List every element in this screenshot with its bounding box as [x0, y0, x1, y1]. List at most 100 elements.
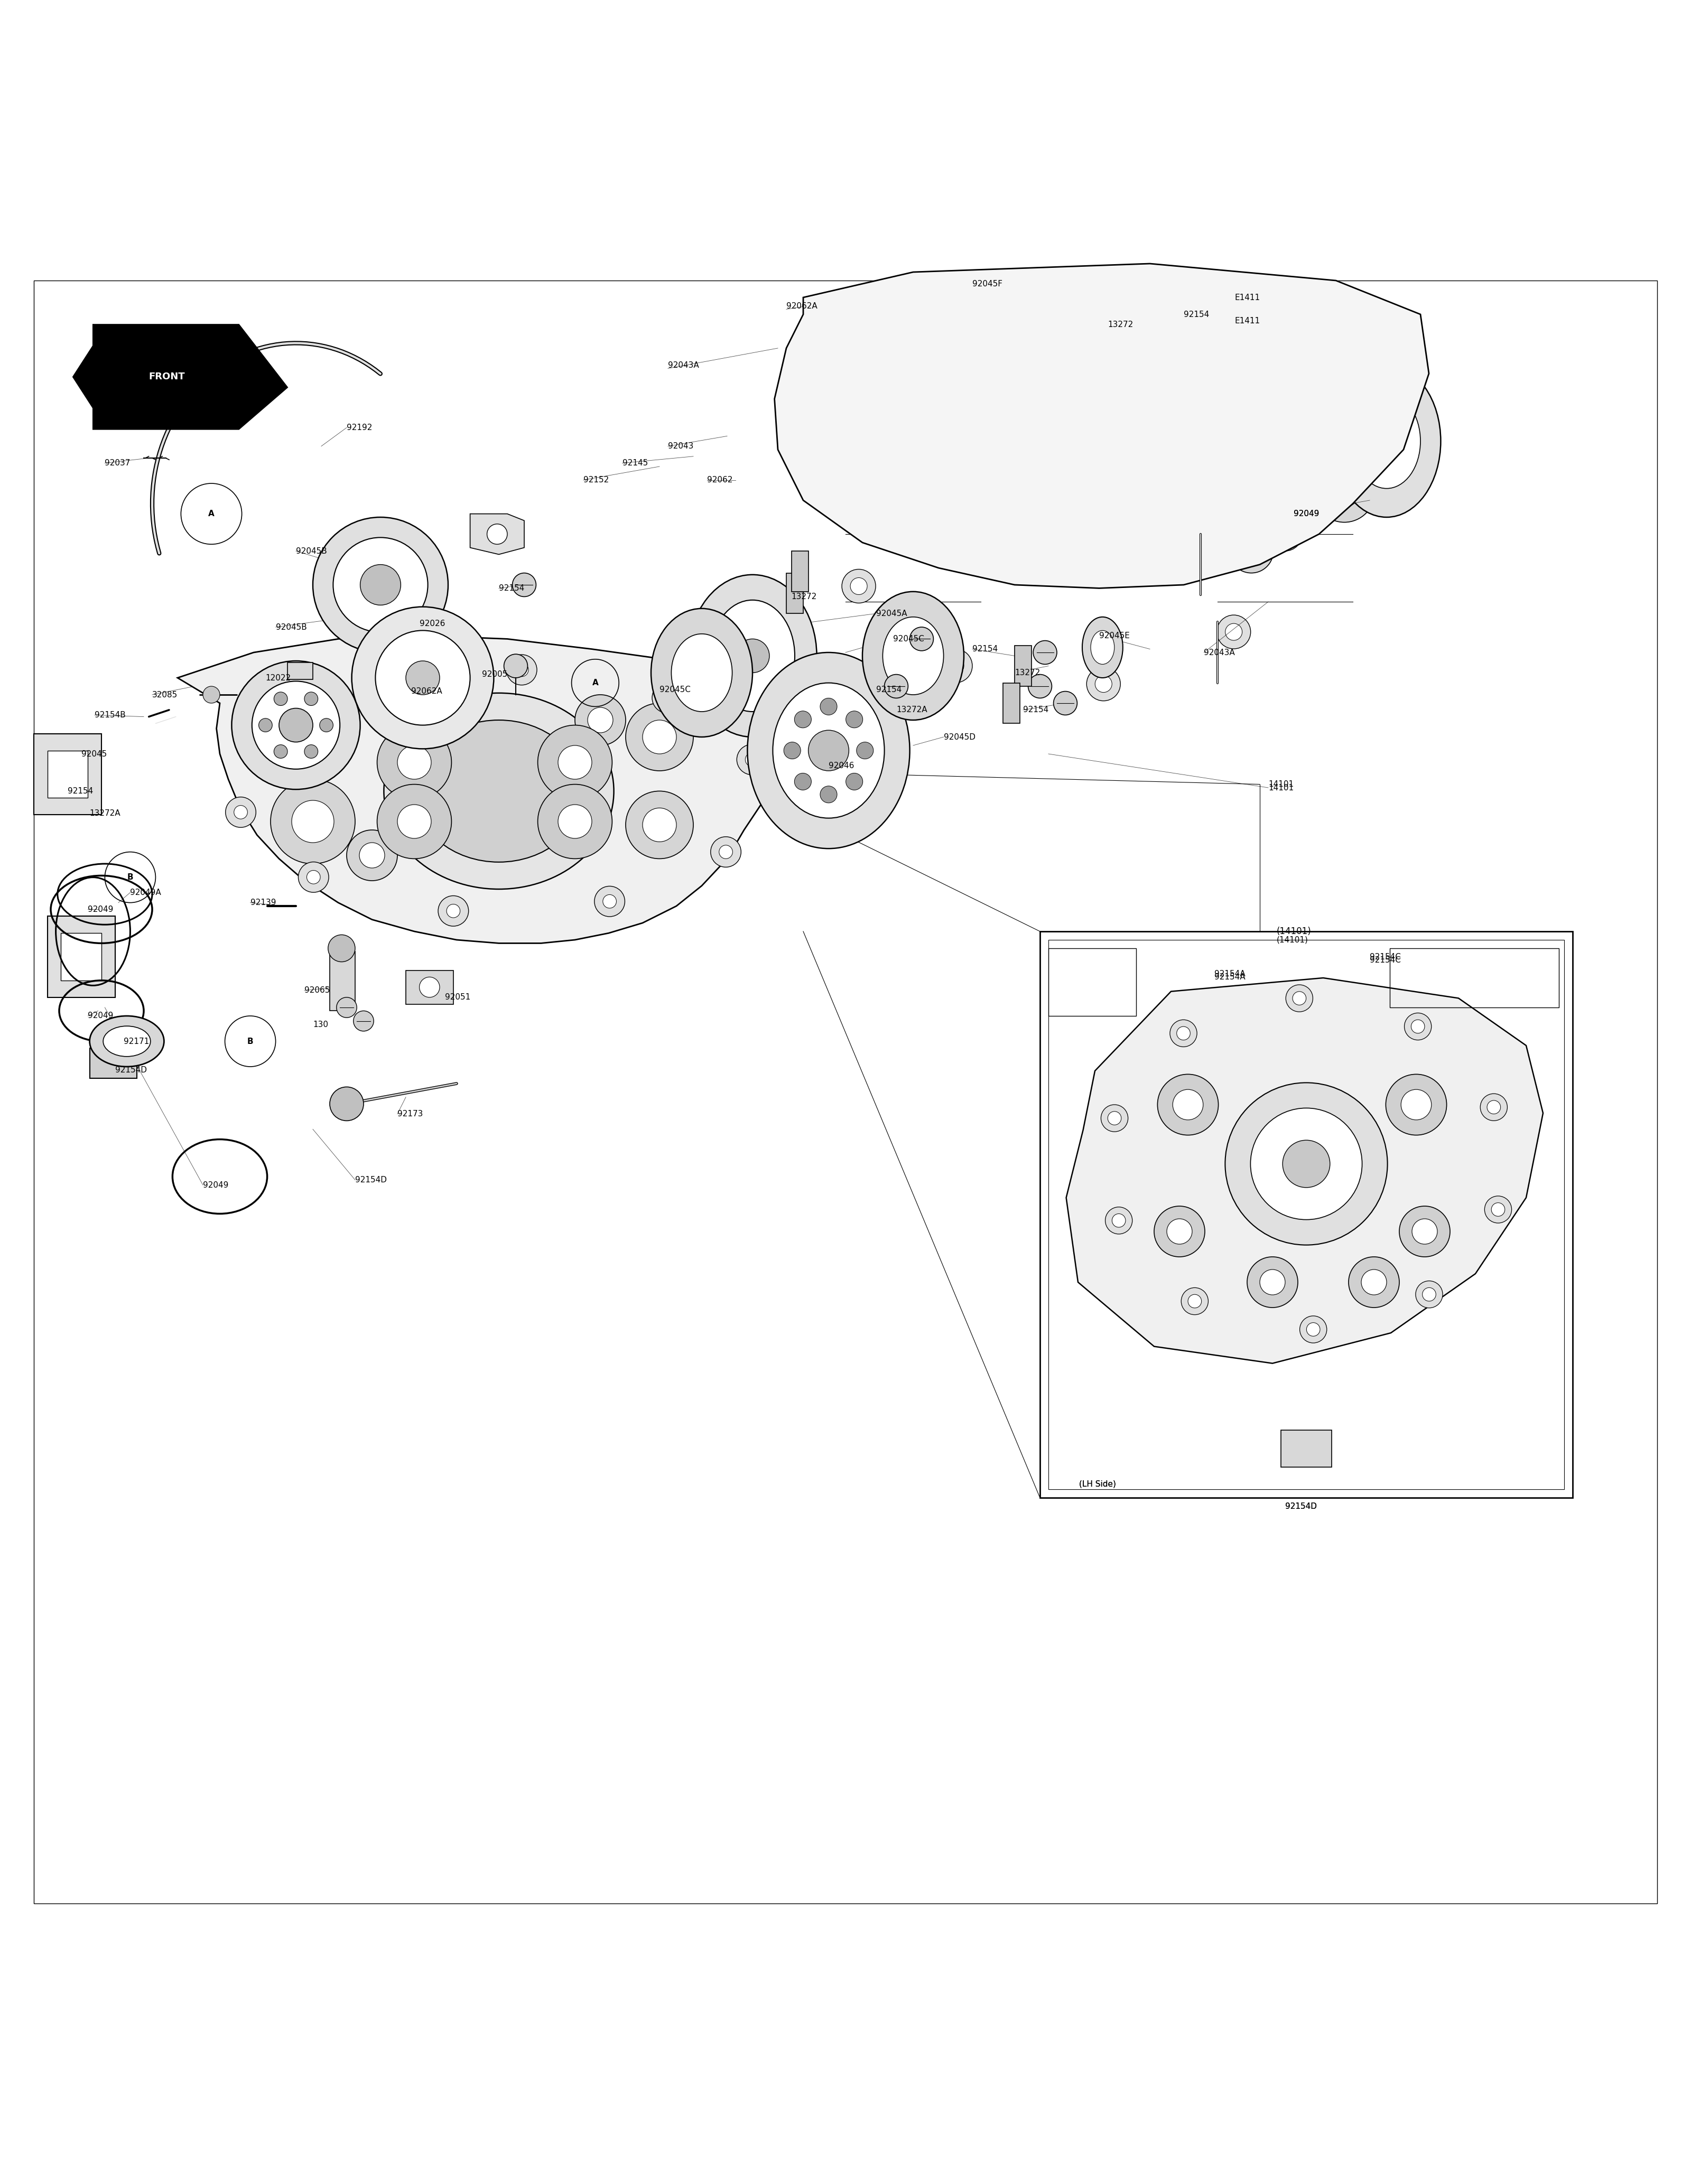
Circle shape	[504, 655, 528, 677]
Text: 92049: 92049	[88, 1011, 113, 1020]
Text: 92026: 92026	[419, 620, 445, 627]
Circle shape	[304, 745, 318, 758]
Polygon shape	[470, 513, 524, 555]
Text: 92005: 92005	[482, 670, 507, 679]
Circle shape	[1422, 1289, 1436, 1302]
Circle shape	[1108, 1112, 1121, 1125]
Circle shape	[1314, 461, 1375, 522]
Text: 92045C: 92045C	[893, 636, 923, 642]
Ellipse shape	[252, 681, 340, 769]
Bar	[1390, 948, 1559, 1007]
Ellipse shape	[1065, 402, 1133, 480]
Polygon shape	[774, 264, 1429, 587]
Text: 130: 130	[313, 1020, 328, 1029]
Circle shape	[1087, 367, 1121, 402]
Circle shape	[274, 692, 287, 705]
Circle shape	[446, 904, 460, 917]
Circle shape	[1113, 1214, 1126, 1227]
Text: 32085: 32085	[152, 690, 178, 699]
Circle shape	[1240, 539, 1261, 561]
Circle shape	[271, 695, 355, 780]
Text: 92049A: 92049A	[130, 889, 161, 895]
Ellipse shape	[862, 592, 964, 721]
Circle shape	[1101, 1105, 1128, 1131]
Text: 92045D: 92045D	[944, 734, 976, 740]
Circle shape	[808, 729, 849, 771]
Text: 92049: 92049	[1294, 509, 1319, 518]
Circle shape	[1410, 1020, 1424, 1033]
Circle shape	[575, 695, 626, 745]
Circle shape	[1361, 1269, 1387, 1295]
Bar	[1048, 939, 1564, 1489]
Text: (LH Side): (LH Side)	[1079, 1481, 1116, 1487]
Circle shape	[512, 572, 536, 596]
Circle shape	[1053, 692, 1077, 714]
Circle shape	[1400, 1090, 1431, 1120]
Circle shape	[1260, 1269, 1285, 1295]
Text: E1411: E1411	[1234, 293, 1260, 301]
Ellipse shape	[414, 721, 583, 863]
Circle shape	[1491, 1203, 1505, 1216]
Text: A: A	[592, 679, 599, 686]
Circle shape	[737, 745, 768, 775]
Bar	[786, 572, 803, 614]
Text: 92152: 92152	[583, 476, 609, 485]
Circle shape	[1153, 1206, 1204, 1256]
Circle shape	[626, 703, 693, 771]
Text: (LH Side): (LH Side)	[1079, 1481, 1116, 1487]
Bar	[61, 933, 101, 981]
Text: 92037: 92037	[105, 459, 130, 467]
Bar	[791, 550, 808, 592]
Text: 92154D: 92154D	[1285, 1503, 1317, 1509]
Circle shape	[406, 662, 440, 695]
Circle shape	[1292, 992, 1305, 1005]
Circle shape	[1314, 384, 1375, 446]
Circle shape	[1172, 1090, 1202, 1120]
Bar	[406, 970, 453, 1005]
Text: 92154: 92154	[1184, 310, 1209, 319]
Text: 92154: 92154	[68, 786, 93, 795]
Bar	[1282, 1431, 1333, 1468]
Circle shape	[397, 745, 431, 780]
Circle shape	[487, 524, 507, 544]
Circle shape	[538, 725, 612, 799]
Circle shape	[937, 524, 959, 546]
Circle shape	[1106, 1208, 1133, 1234]
Bar	[47, 751, 88, 797]
Circle shape	[516, 664, 529, 677]
Text: 92173: 92173	[397, 1109, 423, 1118]
Circle shape	[558, 745, 592, 780]
Ellipse shape	[671, 633, 732, 712]
Circle shape	[842, 465, 876, 498]
Circle shape	[847, 400, 878, 430]
Circle shape	[746, 753, 759, 767]
Ellipse shape	[1082, 616, 1123, 677]
Circle shape	[847, 476, 878, 507]
Circle shape	[1226, 622, 1243, 640]
Text: 92045A: 92045A	[876, 609, 906, 618]
Polygon shape	[73, 345, 93, 408]
Circle shape	[1307, 1324, 1321, 1337]
Circle shape	[604, 895, 617, 909]
Text: 92049: 92049	[1294, 509, 1319, 518]
Text: 92154D: 92154D	[1285, 1503, 1317, 1509]
Text: 92045C: 92045C	[659, 686, 690, 695]
Circle shape	[851, 579, 867, 594]
Circle shape	[347, 830, 397, 880]
Circle shape	[939, 649, 972, 684]
Circle shape	[1486, 1101, 1500, 1114]
Bar	[1048, 948, 1136, 1016]
Circle shape	[438, 895, 468, 926]
Circle shape	[588, 708, 612, 734]
Text: 92065: 92065	[304, 987, 330, 994]
Ellipse shape	[1353, 393, 1420, 489]
Circle shape	[233, 806, 247, 819]
Text: 92045F: 92045F	[972, 280, 1003, 288]
Circle shape	[1412, 1219, 1437, 1245]
Ellipse shape	[883, 616, 944, 695]
Text: 92154B: 92154B	[95, 712, 125, 719]
Text: 92045B: 92045B	[296, 546, 326, 555]
Circle shape	[1400, 1206, 1451, 1256]
Circle shape	[1033, 640, 1057, 664]
Circle shape	[851, 474, 867, 491]
